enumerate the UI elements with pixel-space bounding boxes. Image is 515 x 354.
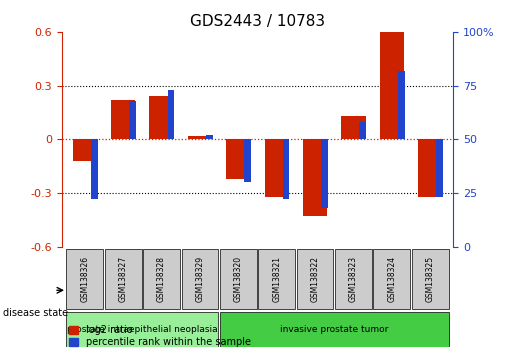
Text: GSM138322: GSM138322 — [311, 256, 320, 302]
FancyBboxPatch shape — [66, 312, 218, 347]
FancyBboxPatch shape — [258, 249, 295, 309]
Text: GSM138327: GSM138327 — [118, 256, 128, 302]
Text: GSM138326: GSM138326 — [80, 256, 89, 302]
Bar — [73, 139, 97, 161]
Bar — [380, 32, 404, 139]
Bar — [206, 135, 213, 139]
Text: disease state: disease state — [3, 308, 67, 318]
Text: GSM138325: GSM138325 — [426, 256, 435, 302]
Legend: log2 ratio, percentile rank within the sample: log2 ratio, percentile rank within the s… — [66, 323, 253, 349]
FancyBboxPatch shape — [335, 249, 372, 309]
FancyBboxPatch shape — [105, 249, 142, 309]
Title: GDS2443 / 10783: GDS2443 / 10783 — [190, 14, 325, 29]
Text: invasive prostate tumor: invasive prostate tumor — [280, 325, 388, 334]
FancyBboxPatch shape — [220, 312, 449, 347]
Text: GSM138323: GSM138323 — [349, 256, 358, 302]
Bar — [244, 139, 251, 182]
Text: GSM138329: GSM138329 — [195, 256, 204, 302]
Bar — [436, 139, 443, 197]
Text: prostate intraepithelial neoplasia: prostate intraepithelial neoplasia — [67, 325, 218, 334]
Bar — [111, 100, 135, 139]
FancyBboxPatch shape — [181, 249, 218, 309]
Bar — [283, 139, 289, 199]
Bar — [265, 139, 289, 196]
Bar — [341, 116, 366, 139]
FancyBboxPatch shape — [297, 249, 334, 309]
FancyBboxPatch shape — [220, 249, 257, 309]
Bar — [167, 90, 174, 139]
Text: GSM138321: GSM138321 — [272, 256, 281, 302]
FancyBboxPatch shape — [66, 249, 103, 309]
Bar — [398, 70, 405, 139]
Bar — [418, 139, 442, 196]
Text: GSM138328: GSM138328 — [157, 256, 166, 302]
Bar — [91, 139, 97, 199]
Bar — [149, 96, 174, 139]
Bar — [321, 139, 328, 208]
Text: GSM138324: GSM138324 — [387, 256, 397, 302]
Bar — [359, 122, 366, 139]
FancyBboxPatch shape — [143, 249, 180, 309]
Bar — [129, 101, 136, 139]
Bar — [303, 139, 327, 216]
Text: GSM138320: GSM138320 — [234, 256, 243, 302]
FancyBboxPatch shape — [373, 249, 410, 309]
Bar — [188, 136, 212, 139]
FancyBboxPatch shape — [412, 249, 449, 309]
Bar — [226, 139, 250, 179]
